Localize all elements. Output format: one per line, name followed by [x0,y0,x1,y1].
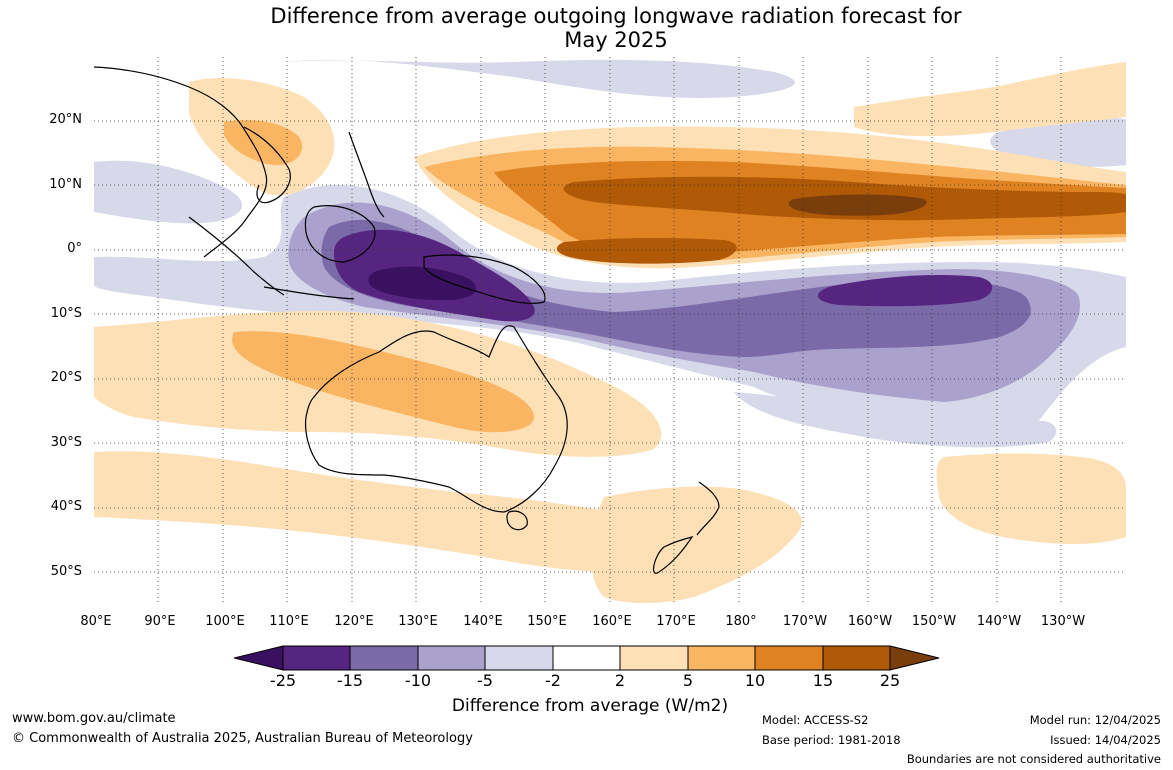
pos-light-nz-sector [590,486,802,603]
colorbar-tick: -25 [269,671,297,690]
coast-tasmania [506,510,528,531]
title-line-2: May 2025 [564,28,668,52]
graticule [94,57,1126,605]
pos-light-ne [854,62,1126,137]
model-name: Model: ACCESS-S2 [762,713,869,727]
lon-label-100e: 100°E [205,614,245,629]
colorbar-segment [484,645,554,671]
pos-light-southern-ocean [94,451,721,573]
coast-sumatra [188,216,285,296]
lon-label-90e: 90°E [144,614,176,629]
lat-label-40s: 40°S [50,499,82,514]
coast-philippines [348,131,385,218]
lat-label-50s: 50°S [50,564,82,579]
lon-label-180: 180° [725,614,757,629]
coast-nz-north [696,481,720,536]
colorbar-tick: 5 [682,671,694,690]
lon-label-140w: 140°W [976,614,1022,629]
neg-band-ne [990,117,1126,167]
map-title: Difference from average outgoing longwav… [0,4,1173,52]
lon-label-130e: 130°E [398,614,438,629]
colorbar-tick: -2 [545,671,561,690]
website-link[interactable]: www.bom.gov.au/climate [12,711,176,726]
neg-pacific-inner [321,219,1031,357]
pos-medium-australia [232,331,535,433]
lon-label-150e: 150°E [527,614,567,629]
lon-label-150w: 150°W [911,614,957,629]
colorbar-segment [349,645,419,671]
neg-core-darkest [368,266,477,301]
lon-label-80e: 80°E [80,614,112,629]
pos-extreme-core [788,194,927,216]
neg-south-band [734,392,1057,448]
colorbar-tick: 10 [744,671,766,690]
colorbar-tick: 15 [812,671,834,690]
colorbar-tick: 25 [879,671,901,690]
lon-label-170e: 170°E [656,614,696,629]
lon-label-110e: 110°E [269,614,309,629]
lon-label-140e: 140°E [463,614,503,629]
colorbar-segment [417,645,486,671]
model-run-date: Model run: 12/04/2025 [1029,713,1161,727]
coast-australia [304,325,568,513]
lat-label-20s: 20°S [50,370,82,385]
pos-very-strong-south [556,237,737,264]
colorbar-segment [619,645,689,671]
coastlines [94,66,720,574]
issued-date: Issued: 14/04/2025 [1050,733,1161,747]
coast-borneo [304,205,376,263]
colorbar-segment [552,645,621,671]
lat-label-20n: 20°N [49,112,82,127]
positive-anomaly-regions [94,62,1126,603]
colorbar [234,645,940,671]
pos-asia-medium [224,120,303,166]
lon-label-160w: 160°W [847,614,893,629]
colorbar-extend-low [234,645,284,671]
copyright-text: © Commonwealth of Australia 2025, Austra… [12,731,473,746]
neg-band-north [284,59,795,98]
lat-label-10s: 10°S [50,306,82,321]
title-line-1: Difference from average outgoing longwav… [270,4,962,28]
colorbar-extend-high [889,645,940,671]
coast-asia-mainland [94,66,268,258]
colorbar-segment [282,645,351,671]
colorbar-title: Difference from average (W/m2) [451,696,729,716]
base-period: Base period: 1981-2018 [762,733,901,747]
colorbar-segment [822,645,891,671]
colorbar-tick: -15 [336,671,364,690]
lon-label-170w: 170°W [782,614,828,629]
colorbar-segment [687,645,756,671]
olr-anomaly-map [94,57,1126,605]
pos-light-se-pacific [936,453,1126,544]
colorbar-tick: -10 [404,671,432,690]
lat-label-30s: 30°S [50,435,82,450]
lon-label-130w: 130°W [1040,614,1086,629]
colorbar-tick: 2 [614,671,626,690]
lon-label-120e: 120°E [334,614,374,629]
coast-nz-south [652,536,694,574]
neg-band-west [94,160,243,224]
lat-label-10n: 10°N [49,177,82,192]
coast-indochina [243,126,291,204]
neg-core-pacific [817,275,993,307]
lon-label-160e: 160°E [592,614,632,629]
map-panel [94,57,1126,605]
neg-pacific-mid [288,202,1080,402]
colorbar-tick: -5 [477,671,493,690]
coast-new-guinea [423,254,546,304]
boundaries-disclaimer: Boundaries are not considered authoritat… [906,752,1161,766]
colorbar-segment [754,645,824,671]
lat-label-0: 0° [67,241,82,256]
coast-java [263,286,355,300]
